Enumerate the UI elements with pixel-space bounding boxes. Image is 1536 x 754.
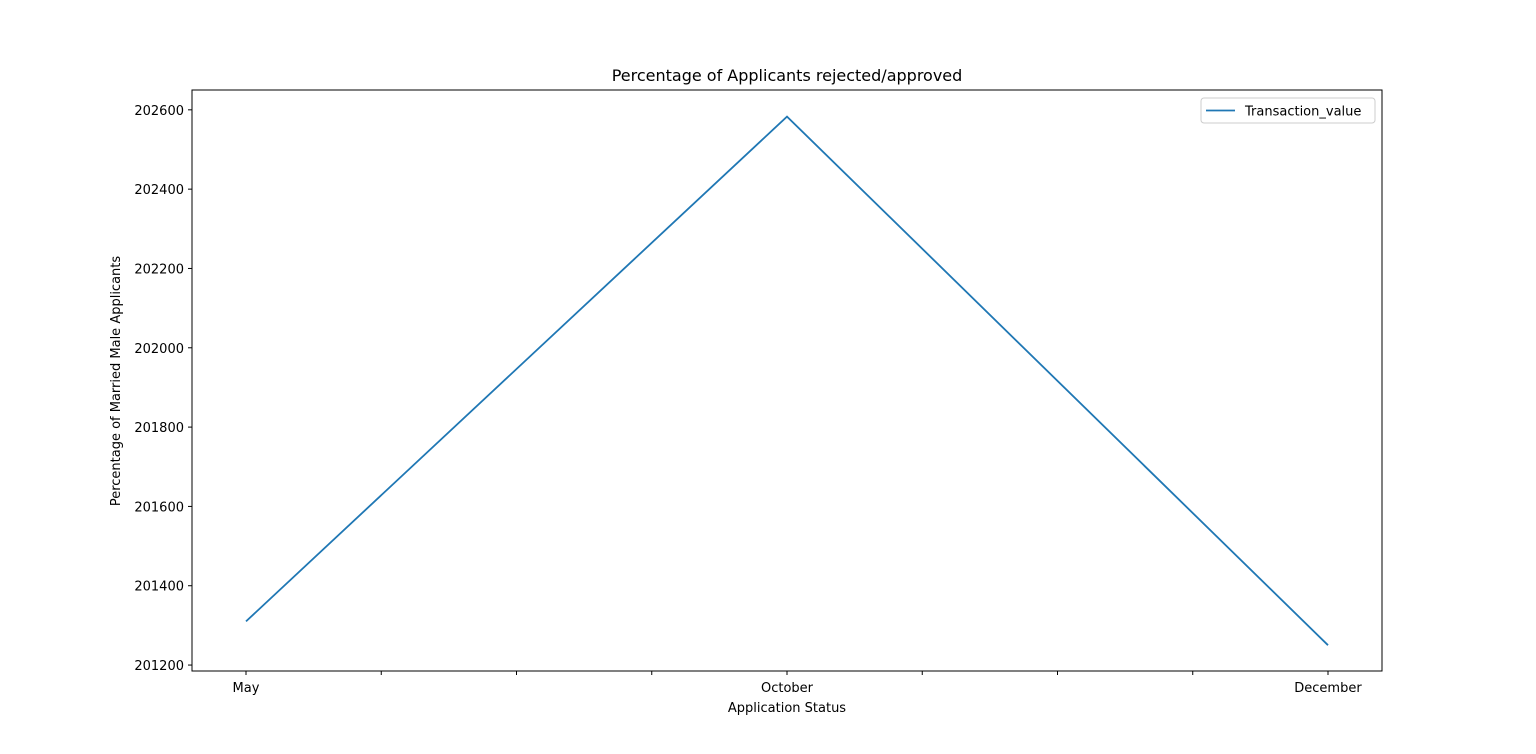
y-tick-label: 202200 xyxy=(134,262,184,277)
series-line xyxy=(245,115,1329,646)
y-tick-label: 201200 xyxy=(134,659,184,674)
legend-box xyxy=(1200,97,1376,124)
y-axis-label: Percentage of Married Male Applicants xyxy=(109,256,124,507)
x-tick-label: October xyxy=(761,681,814,696)
legend-label: Transaction_value xyxy=(1244,105,1361,120)
series-layer xyxy=(245,115,1329,646)
y-tick-label: 201600 xyxy=(134,500,184,515)
x-axis: May October December xyxy=(233,671,1362,696)
x-axis-label: Application Status xyxy=(728,701,846,716)
x-tick-label: December xyxy=(1294,681,1362,696)
chart-title: Percentage of Applicants rejected/approv… xyxy=(612,66,963,85)
plot-area: 201200 201400 201600 201800 202000 202200 2024… xyxy=(134,89,1383,696)
y-tick-label: 202600 xyxy=(134,104,184,119)
plot-frame xyxy=(191,89,1383,672)
y-tick-label: 202000 xyxy=(134,342,184,357)
y-tick-label: 202400 xyxy=(134,183,184,198)
legend: Transaction_value xyxy=(1200,97,1376,124)
y-tick-label: 201400 xyxy=(134,580,184,595)
y-axis: 201200 201400 201600 201800 202000 202200 2024… xyxy=(134,104,192,674)
x-tick-label: May xyxy=(233,681,260,696)
y-tick-label: 201800 xyxy=(134,421,184,436)
